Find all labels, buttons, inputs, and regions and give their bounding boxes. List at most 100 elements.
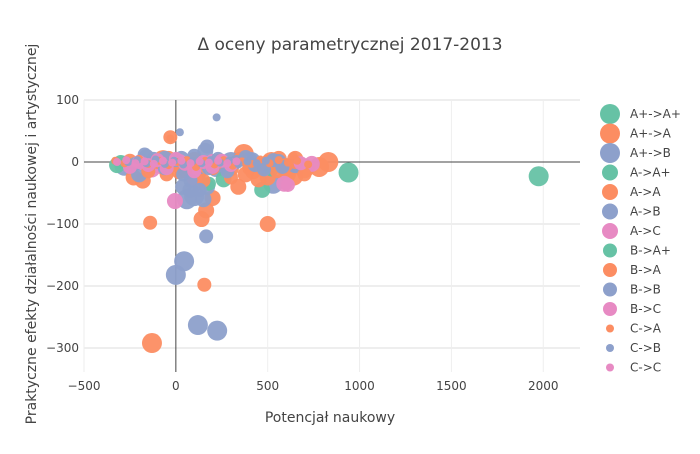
data-point-c-c[interactable] (113, 158, 122, 166)
x-tick-label: 0 (172, 379, 180, 393)
legend-marker (600, 123, 620, 144)
x-axis-label: Potencjał naukowy (265, 410, 395, 426)
data-point-c-a[interactable] (293, 156, 302, 165)
data-point-a-b[interactable] (187, 315, 208, 336)
legend-label: C->A (630, 322, 662, 336)
data-point-c-c[interactable] (177, 156, 186, 165)
data-point-c-b[interactable] (212, 113, 221, 122)
data-point-a-b[interactable] (174, 251, 195, 272)
data-point-c-b[interactable] (252, 159, 261, 168)
chart-title: Δ oceny parametrycznej 2017-2013 (197, 35, 502, 55)
legend-marker (600, 104, 620, 124)
data-point-b-a[interactable] (297, 167, 312, 182)
data-point-a-b[interactable] (207, 320, 228, 341)
data-point-b-b[interactable] (200, 139, 215, 154)
data-point-b-b[interactable] (192, 182, 207, 197)
data-point-c-a[interactable] (304, 160, 313, 169)
data-point-c-a[interactable] (274, 156, 283, 165)
data-point-c-c[interactable] (158, 156, 167, 165)
legend-item[interactable]: C->A (606, 322, 662, 336)
data-point-c-b[interactable] (261, 156, 270, 165)
y-tick-label: 0 (71, 155, 79, 169)
x-tick-label: −500 (68, 379, 101, 393)
legend-label: C->C (630, 361, 661, 375)
data-point-c-c[interactable] (204, 158, 213, 167)
legend-label: A->C (630, 224, 661, 238)
legend-item[interactable]: B->B (603, 282, 661, 297)
y-tick-label: 100 (56, 93, 79, 107)
data-point-c-a[interactable] (283, 158, 292, 167)
legend[interactable]: A+->A+ A+->A A+->B A->A+ A->A A->B A->C B->A+ B-… (600, 104, 681, 375)
legend-item[interactable]: A+->A (600, 123, 672, 144)
legend-label: A->B (630, 205, 661, 219)
data-point-c-b[interactable] (243, 157, 252, 166)
data-point-c-a[interactable] (166, 134, 175, 143)
legend-label: B->C (630, 302, 661, 316)
y-axis-label: Praktyczne efekty działalności naukowej … (24, 44, 40, 425)
data-point-c-c[interactable] (232, 157, 241, 166)
data-point-c-c[interactable] (168, 158, 177, 167)
legend-item[interactable]: A->B (602, 203, 661, 220)
zero-lines (84, 100, 580, 372)
legend-label: A+->B (630, 146, 671, 160)
data-point-a-a[interactable] (318, 152, 339, 172)
y-tick-label: −200 (46, 279, 79, 293)
x-tick-label: 1000 (344, 379, 375, 393)
legend-marker (606, 324, 614, 333)
data-point-b-a[interactable] (143, 215, 158, 230)
data-point-b-b[interactable] (199, 229, 214, 244)
legend-item[interactable]: A+->A+ (600, 104, 681, 124)
data-point-c-c[interactable] (122, 156, 131, 165)
legend-item[interactable]: C->C (606, 361, 661, 375)
legend-label: B->B (630, 283, 661, 297)
legend-marker (602, 223, 618, 239)
data-point-c-c[interactable] (149, 159, 158, 168)
data-point-c-c[interactable] (131, 159, 140, 168)
legend-label: A->A (630, 185, 661, 199)
x-tick-labels: −500 0 500 1000 1500 2000 (68, 379, 559, 393)
legend-marker (600, 143, 620, 163)
data-point-b-c[interactable] (280, 177, 295, 192)
legend-label: A+->A (630, 127, 672, 141)
data-point-c-c[interactable] (223, 159, 232, 168)
data-point-a-a-[interactable] (338, 162, 359, 183)
legend-marker (603, 302, 617, 316)
legend-item[interactable]: A->A+ (602, 164, 671, 181)
data-point-c-c[interactable] (214, 156, 223, 165)
data-point-c-c[interactable] (140, 157, 149, 166)
legend-label: B->A+ (630, 244, 671, 258)
grid-lines (83, 99, 580, 372)
legend-marker (602, 164, 618, 181)
legend-item[interactable]: B->C (603, 302, 661, 316)
legend-marker (602, 203, 618, 220)
legend-item[interactable]: A->A (602, 184, 661, 200)
legend-label: C->B (630, 341, 661, 355)
data-point-b-a[interactable] (197, 277, 212, 292)
data-point-c-c[interactable] (195, 157, 204, 166)
data-point-a-a[interactable] (259, 216, 276, 232)
y-tick-label: −300 (46, 341, 79, 355)
legend-marker (603, 263, 617, 277)
data-points (109, 113, 549, 354)
data-point-a-a[interactable] (141, 333, 162, 354)
legend-label: A+->A+ (630, 107, 681, 121)
legend-marker (606, 344, 614, 352)
legend-marker (602, 184, 618, 200)
legend-item[interactable]: C->B (606, 341, 661, 355)
legend-label: B->A (630, 263, 662, 277)
legend-item[interactable]: A+->B (600, 143, 671, 163)
legend-item[interactable]: B->A (603, 263, 662, 277)
data-point-c-b[interactable] (175, 128, 184, 137)
legend-item[interactable]: A->C (602, 223, 661, 239)
x-tick-label: 2000 (528, 379, 559, 393)
data-point-a-c[interactable] (166, 193, 183, 210)
legend-marker (603, 282, 617, 297)
y-tick-label: −100 (46, 217, 79, 231)
data-point-a-a-[interactable] (528, 166, 549, 187)
data-point-c-c[interactable] (186, 159, 195, 168)
y-tick-labels: −300 −200 −100 0 100 (46, 93, 79, 355)
legend-marker (603, 243, 617, 258)
legend-item[interactable]: B->A+ (603, 243, 671, 258)
